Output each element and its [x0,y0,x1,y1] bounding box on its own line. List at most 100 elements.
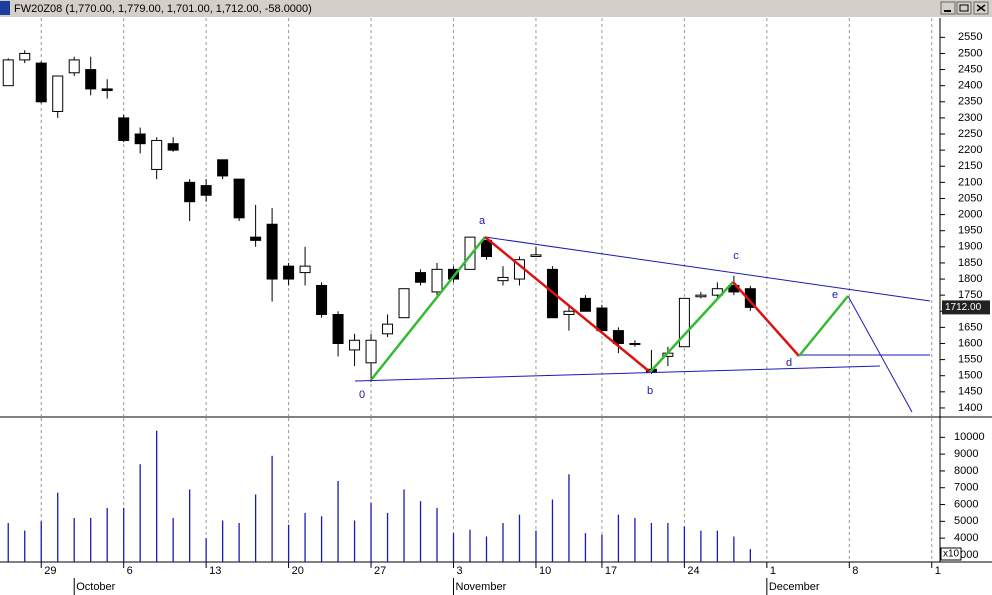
month-label: November [456,581,507,593]
candle-body [431,268,443,293]
candle-body [266,223,278,280]
unit-box [940,547,962,561]
candle-body [415,272,427,283]
upper-trendline [484,236,931,302]
window-icon [0,1,10,15]
y-tick-label: 1650 [958,321,982,333]
candle-body [464,236,476,270]
y-tick-label: 2100 [958,176,982,188]
y-tick-label: 2200 [958,144,982,156]
candle-body [349,339,361,351]
wave-line [732,281,800,357]
month-label: October [76,581,115,593]
candle-body [2,59,14,87]
window-buttons[interactable] [940,1,989,15]
y-tick-label: 1850 [958,257,982,269]
wave-label: b [647,385,653,397]
wave-line [370,236,486,381]
candle-body [316,284,328,315]
y-tick-label: 5000 [954,515,978,527]
month-label: December [769,581,820,593]
y-tick-label: 2000 [958,208,982,220]
x-tick-label: 29 [44,565,56,577]
y-tick-label: 6000 [954,498,978,510]
y-tick-label: 1550 [958,354,982,366]
candle-body [480,239,492,257]
candle-body [563,310,575,315]
candle-body [52,75,64,112]
y-tick-label: 2250 [958,128,982,140]
candle-body [184,181,196,203]
x-tick-label: 1 [935,565,941,577]
x-tick-label: 3 [457,565,463,577]
candle-body [612,330,624,344]
y-tick-label: 4000 [954,532,978,544]
candle-body [283,265,295,280]
wave-label: d [786,357,792,369]
candle-body [19,52,31,61]
candle-body [332,313,344,344]
wave-label: c [733,250,739,262]
breakout-line [847,295,913,413]
candle-body [101,88,113,92]
title-bar [0,0,992,17]
candle-body [579,297,591,312]
y-tick-label: 1400 [958,402,982,414]
x-tick-label: 24 [687,565,699,577]
y-tick-label: 8000 [954,465,978,477]
candle-body [118,117,130,141]
candle-body [744,288,756,308]
last-price-label: 1712.00 [945,302,982,313]
x-tick-label: 17 [605,565,617,577]
y-tick-label: 2450 [958,63,982,75]
window-title: FW20Z08 (1,770.00, 1,779.00, 1,701.00, 1… [14,3,312,15]
lower-trendline [354,365,881,382]
y-tick-label: 1450 [958,386,982,398]
candle-body [398,288,410,319]
candle-body [382,323,394,335]
minimize-button[interactable] [940,1,956,15]
x-tick-label: 6 [127,565,133,577]
y-tick-label: 1500 [958,370,982,382]
y-tick-label: 1950 [958,225,982,237]
close-icon [976,4,986,12]
y-tick-label: 2350 [958,96,982,108]
wave-label: a [479,215,486,227]
x-tick-label: 13 [209,565,221,577]
y-tick-label: 2550 [958,31,982,43]
wave-line [484,236,651,373]
y-unit-label: x10 [943,549,960,560]
wave-line [798,295,849,357]
candle-body [167,143,179,151]
y-tick-label: 1900 [958,241,982,253]
y-tick-label: 7000 [954,482,978,494]
wave-line [649,281,734,373]
restore-button[interactable] [956,1,972,15]
candle-body [299,265,311,274]
candle-body [596,307,608,332]
candle-body [217,159,229,177]
y-tick-label: 10000 [954,431,985,443]
candle-body [497,276,509,282]
x-tick-label: 10 [539,565,551,577]
y-tick-label: 2400 [958,80,982,92]
y-tick-label: 2500 [958,47,982,59]
candle-body [68,59,80,74]
wave-label: 0 [359,389,365,401]
y-tick-label: 2150 [958,160,982,172]
y-tick-label: 1600 [958,337,982,349]
candle-body [151,139,163,170]
candle-body [448,268,460,280]
restore-icon [959,4,969,12]
candle-body [695,294,707,298]
wave-label: e [832,289,838,301]
y-tick-label: 2300 [958,112,982,124]
candle-body [365,339,377,364]
y-tick-label: 1800 [958,273,982,285]
candle-body [85,69,97,90]
x-tick-label: 8 [852,565,858,577]
last-price-box [942,300,990,315]
y-tick-label: 1750 [958,289,982,301]
x-tick-label: 27 [374,565,386,577]
